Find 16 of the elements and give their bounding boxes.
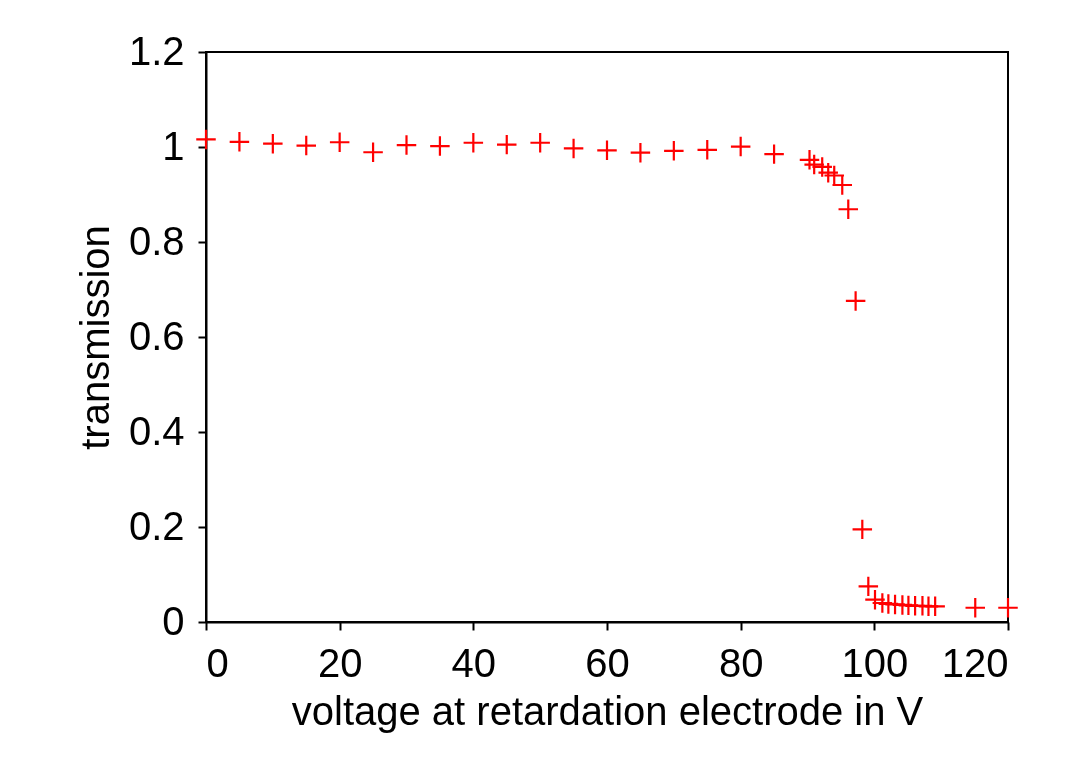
y-tick-label: 0.4: [128, 408, 185, 453]
x-tick-label: 0: [206, 640, 229, 685]
y-axis-title: transmission: [72, 225, 117, 450]
x-tick-label: 60: [585, 640, 630, 685]
x-tick-label: 40: [451, 640, 497, 685]
x-tick-label: 20: [317, 640, 363, 685]
x-tick-label: 120: [941, 640, 1009, 685]
y-tick-label: 0: [162, 598, 185, 643]
x-tick-label: 100: [841, 640, 909, 685]
y-tick-label: 1.2: [128, 28, 185, 73]
y-tick-label: 0.2: [128, 503, 185, 548]
y-tick-label: 0.8: [128, 218, 185, 263]
x-axis-title: voltage at retardation electrode in V: [291, 688, 924, 733]
x-tick-label: 80: [718, 640, 764, 685]
y-tick-label: 0.6: [128, 313, 185, 358]
y-tick-label: 1: [162, 123, 185, 168]
